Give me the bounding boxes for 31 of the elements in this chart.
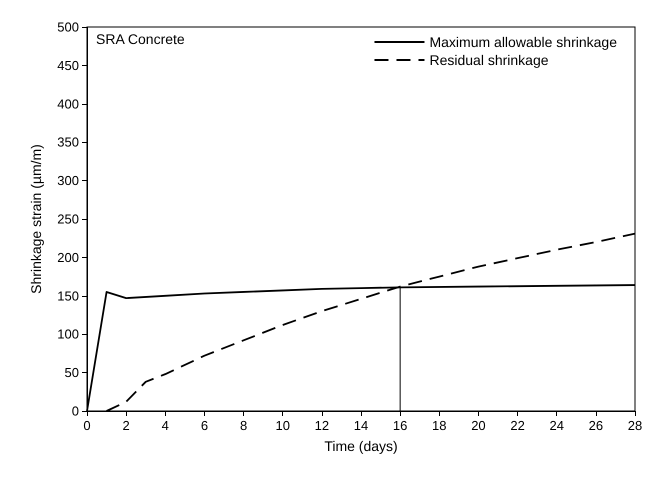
x-tick-label: 0 [83, 418, 91, 433]
y-tick-label: 400 [57, 96, 79, 112]
y-tick-label: 0 [72, 404, 79, 418]
y-tick-label: 500 [57, 20, 79, 34]
y-axis-title: Shrinkage strain (µm/m) [28, 144, 44, 294]
legend-label: Residual shrinkage [429, 52, 549, 68]
y-tick-label: 350 [57, 134, 79, 150]
x-tick-label: 20 [471, 418, 486, 433]
y-tick-label: 200 [57, 250, 79, 265]
y-tick-label: 450 [57, 58, 79, 73]
x-tick-label: 22 [510, 418, 525, 433]
x-tick-label: 8 [240, 418, 248, 433]
x-tick-label: 18 [432, 418, 447, 433]
x-tick-label: 28 [628, 418, 642, 433]
y-tick-label: 300 [57, 173, 79, 188]
y-tick-label: 100 [57, 326, 79, 342]
x-tick-label: 24 [549, 418, 564, 433]
y-tick-label: 150 [57, 288, 79, 304]
y-tick-label: 250 [57, 212, 79, 226]
x-tick-label: 6 [200, 418, 208, 433]
x-tick-label: 14 [354, 418, 368, 433]
x-tick-label: 2 [122, 418, 130, 433]
x-axis-title: Time (days) [324, 438, 398, 454]
y-tick-label: 50 [64, 365, 79, 380]
x-tick-label: 4 [162, 418, 169, 433]
annotation: SRA Concrete [96, 31, 185, 47]
x-tick-label: 12 [314, 418, 330, 433]
x-tick-label: 16 [392, 418, 408, 433]
legend-label: Maximum allowable shrinkage [429, 34, 618, 50]
x-tick-label: 10 [275, 418, 290, 433]
x-tick-label: 26 [588, 418, 604, 433]
